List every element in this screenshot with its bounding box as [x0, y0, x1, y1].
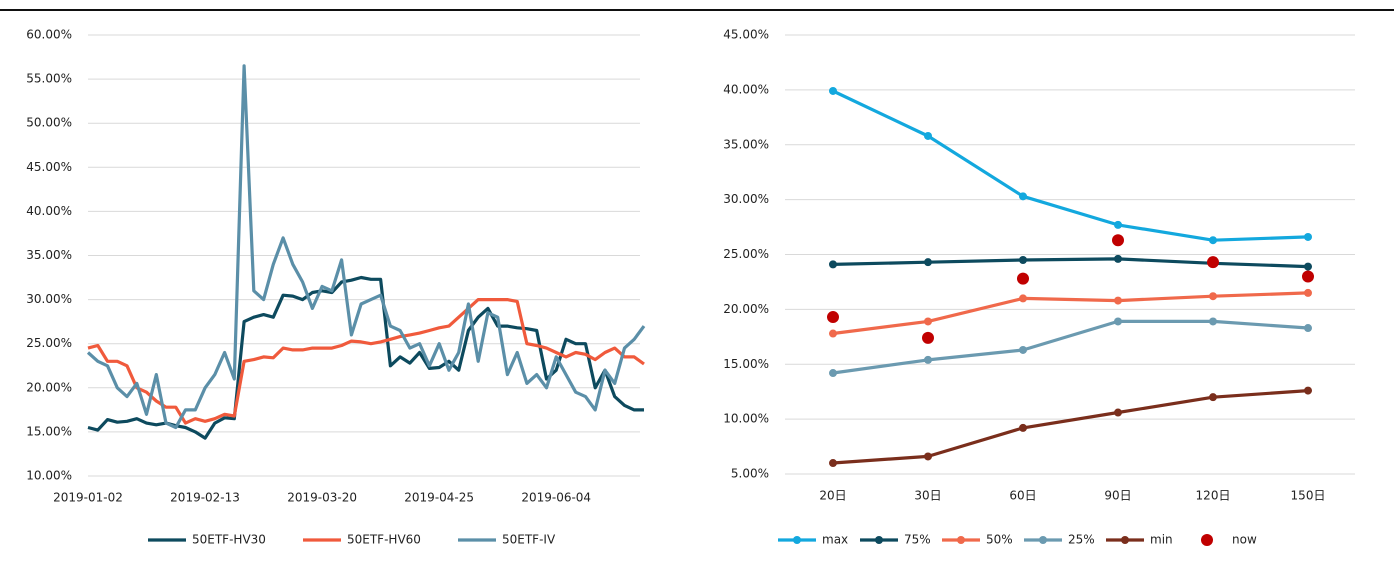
x-tick-label: 2019-01-02 — [53, 491, 123, 505]
series-line — [832, 291, 1309, 336]
marker — [1114, 317, 1122, 326]
x-tick-label: 20日 — [819, 489, 846, 503]
point — [1112, 234, 1124, 247]
marker — [1209, 317, 1217, 326]
y-tick-label: 10.00% — [723, 412, 769, 426]
legend-label: now — [1232, 533, 1257, 547]
y-tick-label: 30.00% — [26, 292, 72, 306]
marker — [829, 459, 837, 468]
legend-label: 50ETF-IV — [502, 533, 556, 547]
y-tick-label: 60.00% — [26, 28, 72, 42]
point — [1207, 256, 1219, 269]
series-line — [832, 89, 1309, 242]
y-tick-label: 20.00% — [723, 302, 769, 316]
legend-label: max — [822, 533, 848, 547]
marker — [1114, 254, 1122, 263]
y-tick-label: 20.00% — [26, 380, 72, 394]
legend-label: 50% — [986, 533, 1013, 547]
legend-marker — [1201, 534, 1213, 546]
y-tick-label: 45.00% — [723, 28, 769, 42]
y-tick-label: 55.00% — [26, 72, 72, 86]
marker — [1304, 288, 1312, 297]
y-tick-label: 35.00% — [26, 248, 72, 262]
x-tick-label: 2019-02-13 — [170, 491, 240, 505]
legend-label: 75% — [904, 533, 931, 547]
marker — [829, 369, 837, 378]
marker — [924, 452, 932, 461]
marker — [1209, 292, 1217, 301]
series-line — [87, 298, 645, 425]
marker — [829, 329, 837, 338]
marker — [1304, 386, 1312, 395]
point — [922, 331, 934, 344]
legend-label: 50ETF-HV60 — [347, 533, 421, 547]
x-tick-label: 30日 — [914, 489, 941, 503]
x-tick-label: 2019-04-25 — [404, 491, 474, 505]
x-tick-label: 2019-03-20 — [287, 491, 357, 505]
x-tick-label: 120日 — [1196, 489, 1231, 503]
y-tick-label: 10.00% — [26, 469, 72, 483]
marker — [1114, 408, 1122, 417]
legend-marker — [875, 536, 883, 544]
legend-marker — [1039, 536, 1047, 544]
marker — [1114, 296, 1122, 305]
legend-marker — [957, 536, 965, 544]
marker — [924, 355, 932, 364]
series-line — [832, 319, 1309, 375]
marker — [829, 86, 837, 95]
legend-label: 25% — [1068, 533, 1095, 547]
series-line — [86, 64, 646, 430]
y-tick-label: 5.00% — [731, 467, 769, 481]
marker — [1209, 236, 1217, 245]
marker — [1019, 345, 1027, 354]
x-tick-label: 2019-06-04 — [521, 491, 591, 505]
y-tick-label: 15.00% — [26, 424, 72, 438]
marker — [924, 131, 932, 140]
y-tick-label: 25.00% — [26, 336, 72, 350]
y-tick-label: 15.00% — [723, 357, 769, 371]
x-tick-label: 60日 — [1009, 489, 1036, 503]
x-tick-label: 150日 — [1291, 489, 1326, 503]
y-tick-label: 40.00% — [26, 204, 72, 218]
marker — [1019, 192, 1027, 201]
y-tick-label: 50.00% — [26, 116, 72, 130]
y-tick-label: 45.00% — [26, 160, 72, 174]
legend-label: 50ETF-HV30 — [192, 533, 266, 547]
series-line — [832, 389, 1309, 465]
legend-label: min — [1150, 533, 1173, 547]
marker — [1019, 294, 1027, 303]
point — [1017, 272, 1029, 285]
marker — [1304, 324, 1312, 333]
series-line — [832, 257, 1309, 269]
marker — [1019, 255, 1027, 264]
y-tick-label: 35.00% — [723, 137, 769, 151]
marker — [924, 317, 932, 326]
marker — [1304, 232, 1312, 241]
marker — [829, 260, 837, 269]
point — [1302, 270, 1314, 283]
x-tick-label: 90日 — [1104, 489, 1131, 503]
point — [827, 311, 839, 324]
marker — [1019, 423, 1027, 432]
marker — [1209, 393, 1217, 402]
marker — [1114, 220, 1122, 229]
legend-marker — [1121, 536, 1129, 544]
marker — [924, 258, 932, 267]
y-tick-label: 30.00% — [723, 192, 769, 206]
y-tick-label: 40.00% — [723, 82, 769, 96]
legend-marker — [793, 536, 801, 544]
y-tick-label: 25.00% — [723, 247, 769, 261]
marker — [1304, 262, 1312, 271]
